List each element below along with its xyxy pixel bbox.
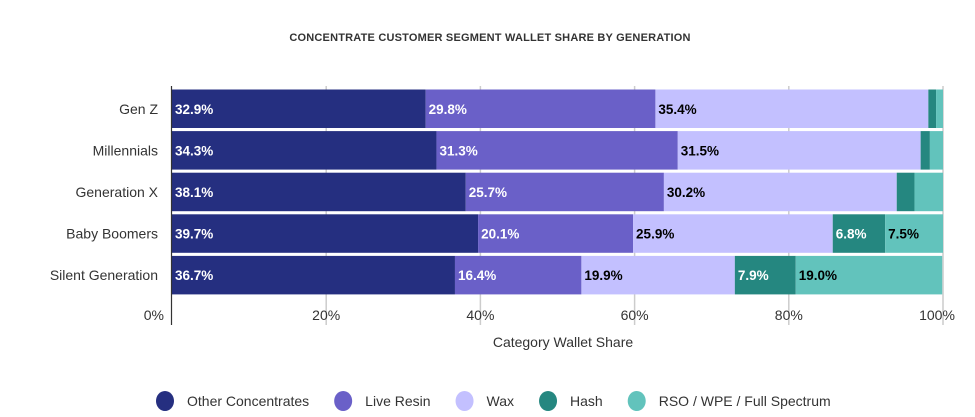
data-label: 19.9% <box>584 268 622 283</box>
data-label: 36.7% <box>175 268 213 283</box>
x-axis-label: Category Wallet Share <box>493 334 634 350</box>
bar-segment <box>172 89 426 128</box>
bar-segment <box>928 89 937 128</box>
bar-segment <box>832 214 886 253</box>
data-label: 31.3% <box>439 143 477 158</box>
data-label: 16.4% <box>458 268 496 283</box>
legend-marker <box>156 391 174 411</box>
bar-segment <box>172 214 479 253</box>
bar-segment <box>920 131 930 170</box>
x-tick-label: 80% <box>775 307 803 323</box>
legend-label: Live Resin <box>365 393 430 409</box>
x-tick-label: 100% <box>919 307 955 323</box>
chart-title: CONCENTRATE CUSTOMER SEGMENT WALLET SHAR… <box>289 32 690 44</box>
data-label: 39.7% <box>175 227 213 242</box>
bar-segment <box>436 131 678 170</box>
bar-segment <box>454 255 582 295</box>
bar-segment <box>581 255 735 295</box>
x-tick-label: 60% <box>621 307 649 323</box>
bar-segment <box>172 172 466 212</box>
data-label: 6.8% <box>836 227 867 242</box>
data-label: 31.5% <box>681 143 719 158</box>
data-label: 30.2% <box>667 185 705 200</box>
legend-label: Hash <box>570 393 603 409</box>
legend-label: Wax <box>487 393 514 409</box>
data-label: 35.4% <box>658 102 696 117</box>
category-label: Baby Boomers <box>66 226 158 242</box>
data-label: 32.9% <box>175 102 213 117</box>
data-label: 38.1% <box>175 185 213 200</box>
bar-segment <box>885 214 943 253</box>
category-label: Generation X <box>76 184 159 200</box>
legend-marker <box>627 391 646 411</box>
bar-segment <box>896 172 915 212</box>
data-label: 25.7% <box>469 185 507 200</box>
data-label: 7.5% <box>888 227 919 242</box>
data-label: 25.9% <box>636 227 674 242</box>
bar-segment <box>914 172 943 212</box>
legend-marker <box>455 391 474 411</box>
bar-segment <box>734 255 796 295</box>
bar-segment <box>633 214 833 253</box>
bar-segment <box>929 131 943 170</box>
legend-label: RSO / WPE / Full Spectrum <box>659 393 831 409</box>
legend-marker <box>539 391 558 411</box>
data-label: 19.0% <box>799 268 837 283</box>
x-tick-label: 40% <box>466 307 494 323</box>
data-label: 20.1% <box>481 227 519 242</box>
category-label: Gen Z <box>119 101 158 117</box>
bar-segment <box>172 255 455 295</box>
x-tick-label: 20% <box>312 307 340 323</box>
bar-segment <box>936 89 943 128</box>
category-label: Silent Generation <box>50 267 158 283</box>
legend-label: Other Concentrates <box>187 393 309 409</box>
legend-marker <box>334 391 353 411</box>
category-label: Millennials <box>93 142 158 158</box>
bar-segment <box>425 89 656 128</box>
bar-segment <box>677 131 921 170</box>
data-label: 34.3% <box>175 143 213 158</box>
bar-segment <box>478 214 634 253</box>
data-label: 29.8% <box>429 102 467 117</box>
bar-segment <box>465 172 664 212</box>
bar-segment <box>795 255 943 295</box>
x-tick-label: 0% <box>144 307 164 323</box>
bar-segment <box>172 131 437 170</box>
bar-segment <box>663 172 897 212</box>
bar-segment <box>655 89 929 128</box>
data-label: 7.9% <box>738 268 769 283</box>
